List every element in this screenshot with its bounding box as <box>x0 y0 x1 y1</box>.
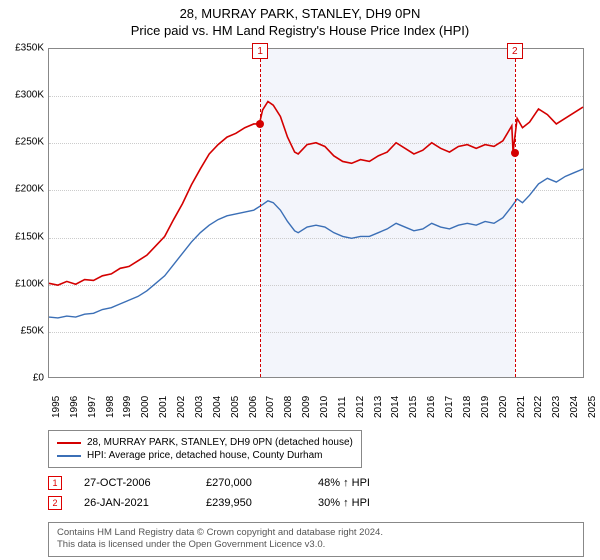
x-tick-label: 2009 <box>301 396 312 418</box>
x-tick-label: 1999 <box>122 396 133 418</box>
x-tick-label: 2010 <box>319 396 330 418</box>
y-tick-label: £350K <box>15 43 44 54</box>
chart-plot-area: 12 <box>48 48 584 378</box>
footer-line-1: Contains HM Land Registry data © Crown c… <box>57 527 575 539</box>
x-tick-label: 2003 <box>194 396 205 418</box>
y-tick-label: £0 <box>33 373 44 384</box>
sale-price-2: £239,950 <box>206 497 296 509</box>
title-sub: Price paid vs. HM Land Registry's House … <box>0 23 600 38</box>
legend: 28, MURRAY PARK, STANLEY, DH9 0PN (detac… <box>48 430 362 468</box>
footer: Contains HM Land Registry data © Crown c… <box>48 522 584 557</box>
x-tick-label: 2025 <box>587 396 598 418</box>
marker-box: 2 <box>507 43 523 59</box>
x-tick-label: 2014 <box>390 396 401 418</box>
sale-row-1: 1 27-OCT-2006 £270,000 48% ↑ HPI <box>48 476 408 490</box>
marker-dot <box>256 120 264 128</box>
legend-swatch-property <box>57 442 81 444</box>
x-tick-label: 2002 <box>176 396 187 418</box>
chart-lines-svg <box>49 49 583 377</box>
marker-box: 1 <box>252 43 268 59</box>
x-tick-label: 2024 <box>569 396 580 418</box>
title-main: 28, MURRAY PARK, STANLEY, DH9 0PN <box>0 6 600 21</box>
x-tick-label: 2000 <box>140 396 151 418</box>
y-tick-label: £300K <box>15 90 44 101</box>
chart-container: 28, MURRAY PARK, STANLEY, DH9 0PN Price … <box>0 0 600 560</box>
sale-price-1: £270,000 <box>206 477 296 489</box>
x-tick-label: 2022 <box>533 396 544 418</box>
legend-swatch-hpi <box>57 455 81 457</box>
sale-marker-2: 2 <box>48 496 62 510</box>
legend-label-hpi: HPI: Average price, detached house, Coun… <box>87 450 323 461</box>
x-tick-label: 2020 <box>498 396 509 418</box>
x-tick-label: 2019 <box>480 396 491 418</box>
sale-date-2: 26-JAN-2021 <box>84 497 184 509</box>
series-hpi <box>49 169 583 318</box>
marker-vline <box>260 49 261 377</box>
marker-vline <box>515 49 516 377</box>
x-tick-label: 2012 <box>355 396 366 418</box>
x-tick-label: 2016 <box>426 396 437 418</box>
footer-line-2: This data is licensed under the Open Gov… <box>57 539 575 551</box>
marker-dot <box>511 149 519 157</box>
x-tick-label: 2018 <box>462 396 473 418</box>
y-tick-label: £100K <box>15 278 44 289</box>
x-tick-label: 1995 <box>51 396 62 418</box>
x-tick-label: 2007 <box>265 396 276 418</box>
x-tick-label: 2013 <box>373 396 384 418</box>
x-tick-label: 2006 <box>248 396 259 418</box>
series-property <box>49 101 583 285</box>
sale-marker-1: 1 <box>48 476 62 490</box>
y-tick-label: £250K <box>15 137 44 148</box>
x-tick-label: 2005 <box>230 396 241 418</box>
x-tick-label: 2001 <box>158 396 169 418</box>
x-tick-label: 1998 <box>105 396 116 418</box>
sales-table: 1 27-OCT-2006 £270,000 48% ↑ HPI 2 26-JA… <box>48 476 408 516</box>
sale-pct-1: 48% ↑ HPI <box>318 477 408 489</box>
legend-item-hpi: HPI: Average price, detached house, Coun… <box>57 450 353 461</box>
x-tick-label: 2004 <box>212 396 223 418</box>
y-tick-label: £200K <box>15 184 44 195</box>
sale-pct-2: 30% ↑ HPI <box>318 497 408 509</box>
x-tick-label: 1996 <box>69 396 80 418</box>
y-tick-label: £50K <box>21 325 44 336</box>
x-tick-label: 2008 <box>283 396 294 418</box>
legend-item-property: 28, MURRAY PARK, STANLEY, DH9 0PN (detac… <box>57 437 353 448</box>
x-tick-label: 2023 <box>551 396 562 418</box>
x-tick-label: 2015 <box>408 396 419 418</box>
x-tick-label: 2011 <box>337 396 348 418</box>
legend-label-property: 28, MURRAY PARK, STANLEY, DH9 0PN (detac… <box>87 437 353 448</box>
x-tick-label: 1997 <box>87 396 98 418</box>
x-tick-label: 2017 <box>444 396 455 418</box>
x-tick-label: 2021 <box>516 396 527 418</box>
title-block: 28, MURRAY PARK, STANLEY, DH9 0PN Price … <box>0 0 600 38</box>
sale-row-2: 2 26-JAN-2021 £239,950 30% ↑ HPI <box>48 496 408 510</box>
sale-date-1: 27-OCT-2006 <box>84 477 184 489</box>
y-tick-label: £150K <box>15 231 44 242</box>
